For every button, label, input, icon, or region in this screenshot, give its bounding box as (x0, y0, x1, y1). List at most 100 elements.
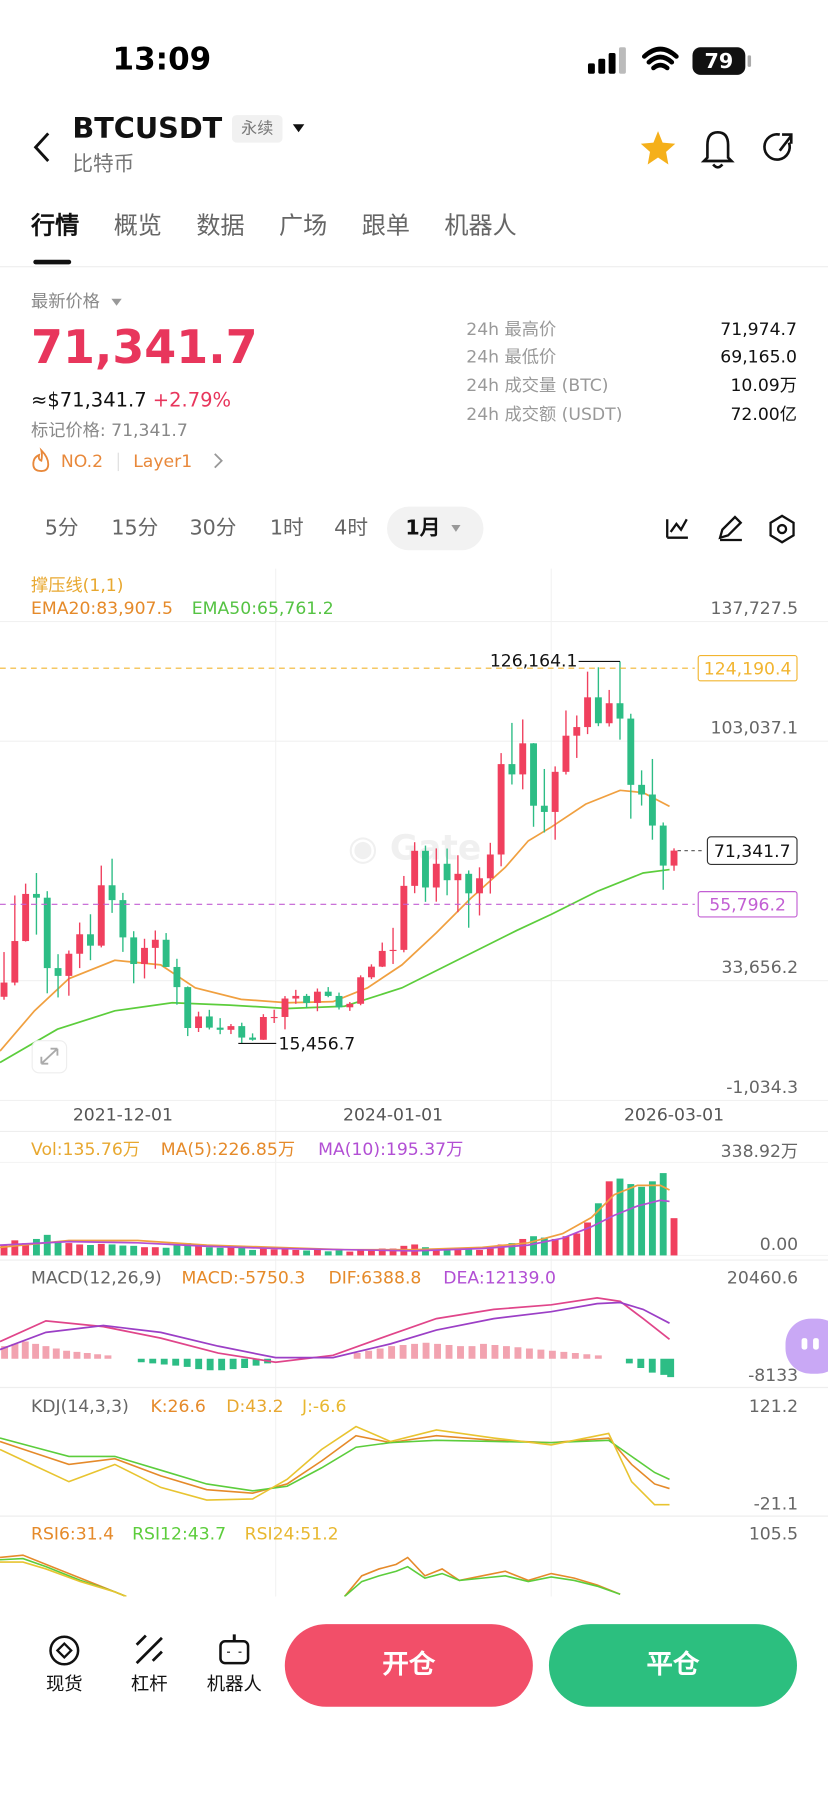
interval[interactable]: 30分 (189, 515, 236, 539)
candle-body (313, 991, 321, 1003)
volume-bar (627, 1184, 635, 1256)
spot-icon-inner (55, 1641, 73, 1659)
tab[interactable]: 机器人 (444, 211, 516, 239)
kdj-label: D:43.2 (226, 1397, 283, 1417)
tab[interactable]: 数据 (196, 211, 244, 239)
candle-body (270, 1016, 278, 1019)
open-button[interactable] (284, 1624, 533, 1707)
volume-bar (454, 1249, 462, 1256)
kdj-tick: 121.2 (749, 1397, 798, 1417)
volume-bar (76, 1244, 84, 1256)
candle-body (0, 982, 8, 997)
favorite-icon[interactable] (640, 131, 676, 165)
volume-bar (303, 1250, 311, 1256)
tab[interactable]: 跟单 (362, 211, 410, 239)
close-button[interactable] (548, 1624, 797, 1707)
price-dropdown[interactable] (111, 298, 122, 306)
volume-bar (465, 1248, 473, 1256)
volume-bar (573, 1233, 581, 1256)
nav-item[interactable]: 机器人 (207, 1674, 262, 1695)
back-button[interactable] (33, 132, 50, 162)
interval-dropdown (451, 525, 461, 532)
close-button-label[interactable]: 平仓 (647, 1649, 700, 1680)
kdj-tick: -21.1 (754, 1495, 799, 1515)
volume-bar (313, 1249, 321, 1256)
legend-item: 撑压线(1,1) (31, 576, 123, 596)
volume-bar (249, 1249, 257, 1256)
tab[interactable]: 概览 (114, 211, 162, 239)
candle-body (87, 934, 94, 946)
volume-bar (616, 1178, 624, 1256)
macd-tick: -8133 (748, 1366, 798, 1386)
volume-label: MA(10):195.37万 (318, 1140, 463, 1160)
candle-body (562, 735, 570, 772)
candle-body (367, 966, 375, 978)
volume-bar (443, 1249, 451, 1256)
volume-ma5 (0, 1184, 670, 1251)
candle-body (43, 897, 51, 969)
open-button-label[interactable]: 开仓 (382, 1649, 435, 1680)
candle-body (486, 854, 494, 879)
interval-active[interactable]: 1月 (405, 515, 440, 539)
y-tick-label: 103,037.1 (711, 719, 799, 739)
volume-bar (476, 1249, 483, 1256)
candle-body (627, 718, 635, 785)
last-price-box (706, 836, 798, 865)
stat-value: 71,974.7 (720, 320, 797, 340)
price-line-box (697, 655, 798, 682)
interval[interactable]: 4时 (334, 515, 368, 539)
nav-item[interactable]: 杠杆 (131, 1674, 168, 1695)
stat-label: 24h 成交量 (BTC) (466, 376, 608, 396)
kdj-label: J:-6.6 (301, 1397, 346, 1417)
candle-body (130, 937, 138, 965)
candle-body (32, 893, 40, 898)
volume-bar (346, 1251, 354, 1256)
candle-body (151, 939, 159, 948)
volume-bar (11, 1240, 19, 1256)
last-price: 71,341.7 (31, 320, 258, 374)
candle-body (540, 805, 548, 812)
nav-item[interactable]: 现货 (46, 1674, 83, 1695)
candle-body (616, 703, 624, 719)
interval[interactable]: 15分 (111, 515, 158, 539)
candle-body (497, 764, 505, 855)
candle-body (76, 934, 84, 954)
candle-body (205, 1016, 213, 1028)
candle-body (184, 987, 192, 1029)
candle-body (670, 850, 678, 866)
volume-bar (54, 1241, 62, 1256)
tag[interactable]: Layer1 (133, 452, 192, 472)
interval[interactable]: 1时 (270, 515, 304, 539)
volume-bar (259, 1248, 267, 1256)
volume-bar (151, 1247, 159, 1256)
price-line-box (697, 891, 798, 918)
symbol-dropdown[interactable] (292, 124, 305, 133)
volume-bar (551, 1238, 559, 1256)
volume-bar (432, 1249, 440, 1256)
candle-body (508, 764, 516, 775)
stat-label: 24h 最低价 (466, 347, 556, 367)
volume-bar (519, 1238, 527, 1256)
tab[interactable]: 行情 (30, 211, 79, 239)
leverage-icon (135, 1634, 163, 1665)
settings-icon[interactable] (769, 514, 795, 544)
interval[interactable]: 5分 (45, 515, 79, 539)
wifi-icon (641, 46, 679, 71)
indicator-icon[interactable] (666, 518, 688, 539)
candle-body (594, 697, 602, 724)
y-tick-label: 137,727.5 (711, 599, 799, 619)
candle-body (573, 727, 581, 736)
j-line (0, 1425, 670, 1506)
alert-icon[interactable] (700, 130, 735, 169)
candle-body (227, 1026, 235, 1030)
candle-body (465, 873, 473, 894)
share-icon[interactable] (763, 132, 793, 161)
draw-icon[interactable] (718, 515, 743, 542)
volume-bar (65, 1243, 73, 1256)
volume-bar (97, 1243, 105, 1256)
candle-body (97, 885, 105, 946)
battery-tip (747, 55, 752, 67)
tab[interactable]: 广场 (279, 211, 327, 239)
